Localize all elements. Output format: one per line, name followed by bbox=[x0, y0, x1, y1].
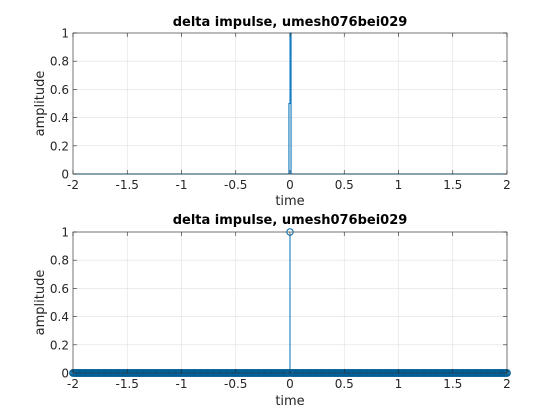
top-y-tick-label: 0 bbox=[61, 168, 69, 182]
bottom-x-tick-label: 1.5 bbox=[443, 377, 462, 391]
top-x-tick-label: 1.5 bbox=[443, 178, 462, 192]
top-axes: -2 -1.5 -1 -0.5 0 0.5 1 1.5 2 0 0.2 0.4 0.6 0.8 1 del… bbox=[33, 15, 511, 209]
top-x-tick-label: -1 bbox=[176, 178, 188, 192]
top-x-tick-label: 0.5 bbox=[335, 178, 354, 192]
bottom-y-tick-label: 0.6 bbox=[50, 282, 69, 296]
top-x-tick-label: -2 bbox=[67, 178, 79, 192]
bottom-x-tick-label: -2 bbox=[67, 377, 79, 391]
bottom-x-tick-label: -0.5 bbox=[224, 377, 247, 391]
bottom-y-axis-label: amplitude bbox=[33, 270, 48, 336]
top-x-tick-label: 2 bbox=[503, 178, 511, 192]
top-y-tick-label: 0.8 bbox=[50, 55, 69, 69]
bottom-y-tick-label: 0.2 bbox=[50, 338, 69, 352]
top-y-tick-label: 0.4 bbox=[50, 111, 69, 125]
top-y-tick-label: 1 bbox=[61, 27, 69, 41]
bottom-x-tick-labels: -2 -1.5 -1 -0.5 0 0.5 1 1.5 2 bbox=[67, 377, 511, 391]
bottom-x-tick-label: 0.5 bbox=[335, 377, 354, 391]
top-y-tick-labels: 0 0.2 0.4 0.6 0.8 1 bbox=[50, 27, 69, 182]
top-x-tick-label: 1 bbox=[395, 178, 403, 192]
top-x-tick-label: -0.5 bbox=[224, 178, 247, 192]
top-x-tick-label: -1.5 bbox=[116, 178, 139, 192]
bottom-y-tick-label: 0.4 bbox=[50, 310, 69, 324]
bottom-y-tick-labels: 0 0.2 0.4 0.6 0.8 1 bbox=[50, 226, 69, 381]
bottom-tick-marks bbox=[72, 231, 508, 374]
top-chart-title: delta impulse, umesh076bei029 bbox=[173, 15, 408, 30]
top-plot-area bbox=[73, 32, 507, 175]
top-y-tick-label: 0.2 bbox=[50, 139, 69, 153]
bottom-axes: -2 -1.5 -1 -0.5 0 0.5 1 1.5 2 0 0.2 0.4 0.6 0.8 1 del… bbox=[33, 213, 511, 409]
bottom-x-tick-label: -1 bbox=[176, 377, 188, 391]
top-x-tick-label: 0 bbox=[286, 178, 294, 192]
bottom-x-axis-label: time bbox=[275, 394, 304, 409]
top-x-axis-label: time bbox=[275, 194, 304, 209]
bottom-x-tick-label: -1.5 bbox=[116, 377, 139, 391]
bottom-chart-title: delta impulse, umesh076bei029 bbox=[173, 213, 408, 228]
bottom-x-tick-label: 0 bbox=[286, 377, 294, 391]
bottom-x-tick-label: 1 bbox=[395, 377, 403, 391]
top-series-line bbox=[73, 32, 507, 175]
bottom-x-tick-label: 2 bbox=[503, 377, 511, 391]
top-tick-marks bbox=[72, 32, 508, 175]
bottom-y-tick-label: 0.8 bbox=[50, 254, 69, 268]
top-y-tick-label: 0.6 bbox=[50, 83, 69, 97]
top-x-tick-labels: -2 -1.5 -1 -0.5 0 0.5 1 1.5 2 bbox=[67, 178, 511, 192]
top-y-axis-label: amplitude bbox=[33, 71, 48, 137]
bottom-y-tick-label: 1 bbox=[61, 226, 69, 240]
bottom-y-tick-label: 0 bbox=[61, 367, 69, 381]
